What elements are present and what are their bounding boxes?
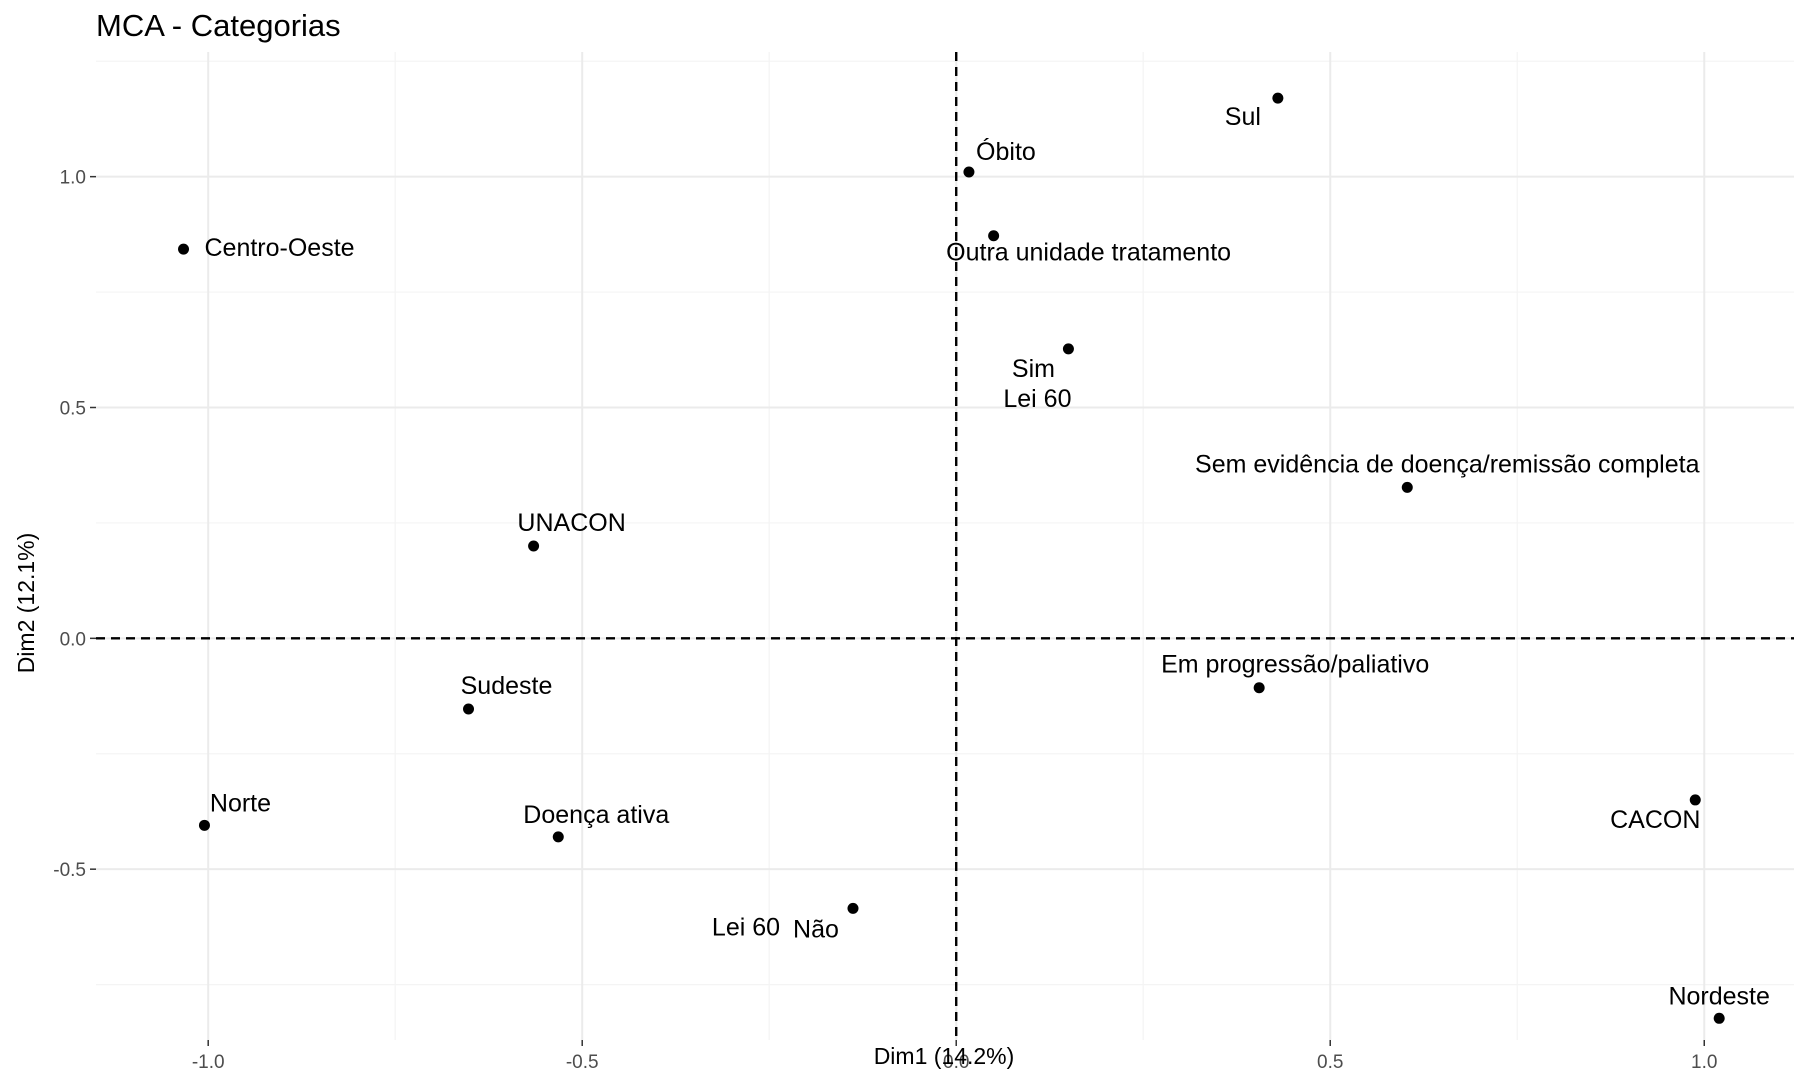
data-point xyxy=(1062,343,1074,355)
x-tick-label: -0.5 xyxy=(566,1052,599,1073)
data-point xyxy=(963,166,975,178)
data-point xyxy=(552,831,564,843)
data-point xyxy=(1253,682,1265,694)
x-tick-label: -1.0 xyxy=(192,1052,225,1073)
x-axis-title: Dim1 (14.2%) xyxy=(874,1043,1015,1069)
data-point xyxy=(463,703,475,715)
point-label: Nordeste xyxy=(1668,982,1769,1010)
reference-lines xyxy=(96,52,1794,1040)
axis-ticks: -1.0 -0.5 0.0 0.5 1.0 -0.5 0.0 0.5 1.0 xyxy=(53,168,1717,1073)
point-label: UNACON xyxy=(517,509,625,537)
data-point xyxy=(1401,481,1413,493)
point-label: Não xyxy=(793,915,839,943)
data-point xyxy=(988,230,1000,242)
y-tick-label: 0.0 xyxy=(60,629,86,650)
data-point xyxy=(1713,1012,1725,1024)
y-tick-label: -0.5 xyxy=(53,860,86,881)
point-label: Sem evidência de doença/remissão complet… xyxy=(1195,450,1700,478)
point-label: CACON xyxy=(1610,806,1700,834)
y-axis-title: Dim2 (12.1%) xyxy=(13,533,39,674)
point-label: Centro-Oeste xyxy=(204,234,354,262)
x-tick-label: 0.0 xyxy=(943,1052,969,1073)
x-tick-label: 0.5 xyxy=(1317,1052,1343,1073)
data-point xyxy=(178,243,190,255)
point-label: Lei 60 xyxy=(1003,385,1071,413)
point-label: Sudeste xyxy=(461,672,553,700)
point-label: Óbito xyxy=(976,137,1036,166)
point-labels: Sul Óbito Centro-Oeste Outra unidade tratam… xyxy=(204,103,1769,1010)
point-label: Outra unidade tratamento xyxy=(946,239,1231,267)
x-tick-label: 1.0 xyxy=(1691,1052,1717,1073)
point-label: Doença ativa xyxy=(523,801,669,829)
point-label: Sim xyxy=(1012,355,1055,383)
data-point xyxy=(1272,92,1284,104)
chart-title: MCA - Categorias xyxy=(96,8,341,43)
point-label: Lei 60 xyxy=(712,913,780,941)
y-tick-label: 0.5 xyxy=(60,398,86,419)
y-tick-label: 1.0 xyxy=(60,168,86,189)
data-point xyxy=(1689,794,1701,806)
point-label: Norte xyxy=(210,789,271,817)
data-point xyxy=(528,540,540,552)
data-point xyxy=(847,902,859,914)
data-point xyxy=(198,819,210,831)
data-points xyxy=(178,92,1725,1024)
grid xyxy=(96,52,1794,1040)
point-label: Sul xyxy=(1225,103,1261,131)
point-label: Em progressão/paliativo xyxy=(1161,651,1429,679)
